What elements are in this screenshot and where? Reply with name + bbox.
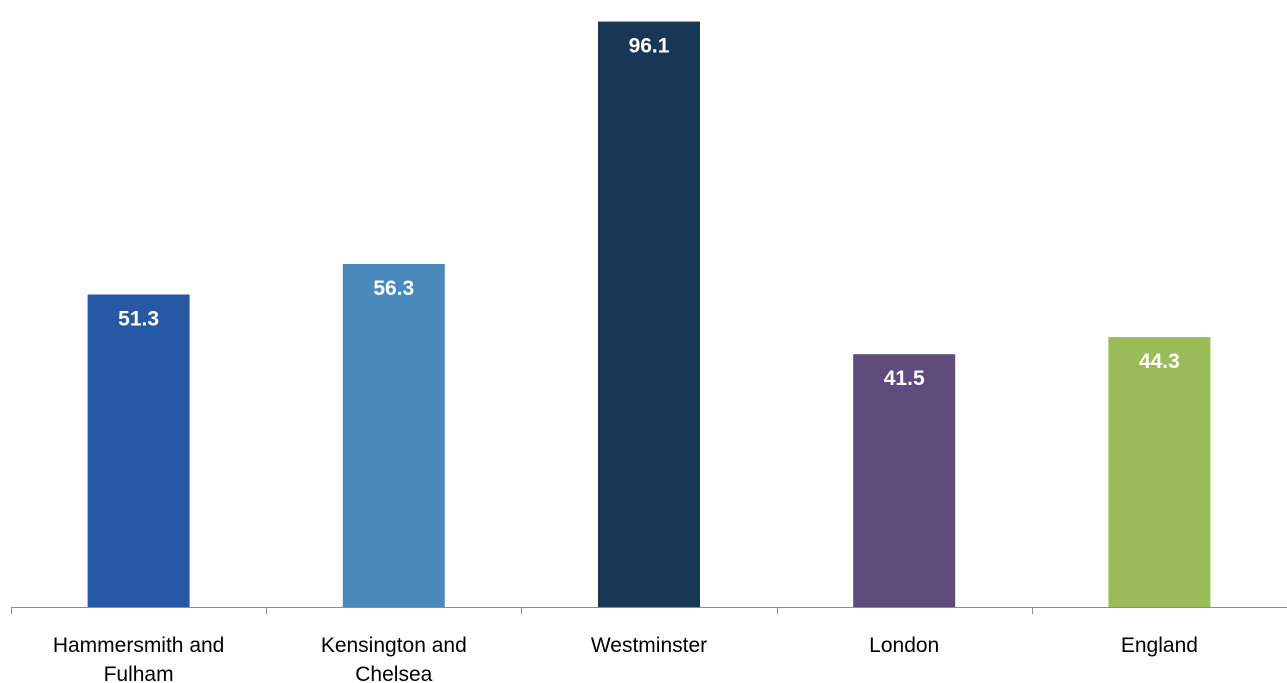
category-label-2-line-0: Westminster (591, 634, 707, 657)
category-label-0: Hammersmith and Fulham (53, 634, 225, 683)
data-label-4: 44.3 (1139, 350, 1180, 373)
bar-4 (1108, 337, 1211, 607)
category-label-4: England (1121, 634, 1198, 657)
data-label-2: 96.1 (629, 35, 670, 58)
x-axis (11, 607, 1287, 614)
category-label-1: Kensington and Chelsea (321, 634, 467, 683)
bar-3 (853, 354, 956, 607)
bar-1 (342, 264, 445, 607)
category-label-0-line-0: Hammersmith and (53, 634, 225, 657)
category-label-2: Westminster (591, 634, 707, 657)
bar-0 (87, 294, 190, 607)
category-label-1-line-1: Chelsea (355, 663, 432, 683)
category-label-1-line-0: Kensington and (321, 634, 467, 657)
category-label-0-line-1: Fulham (104, 663, 174, 683)
category-label-4-line-0: England (1121, 634, 1198, 657)
data-label-0: 51.3 (118, 307, 159, 330)
category-label-3-line-0: London (869, 634, 939, 657)
labels-layer: 51.3 Hammersmith and Fulham 56.3 Kensington … (53, 35, 1198, 683)
bars-layer (87, 21, 1211, 608)
category-label-3: London (869, 634, 939, 657)
data-label-1: 56.3 (373, 277, 414, 300)
bar-2 (598, 21, 700, 608)
data-label-3: 41.5 (884, 367, 925, 390)
